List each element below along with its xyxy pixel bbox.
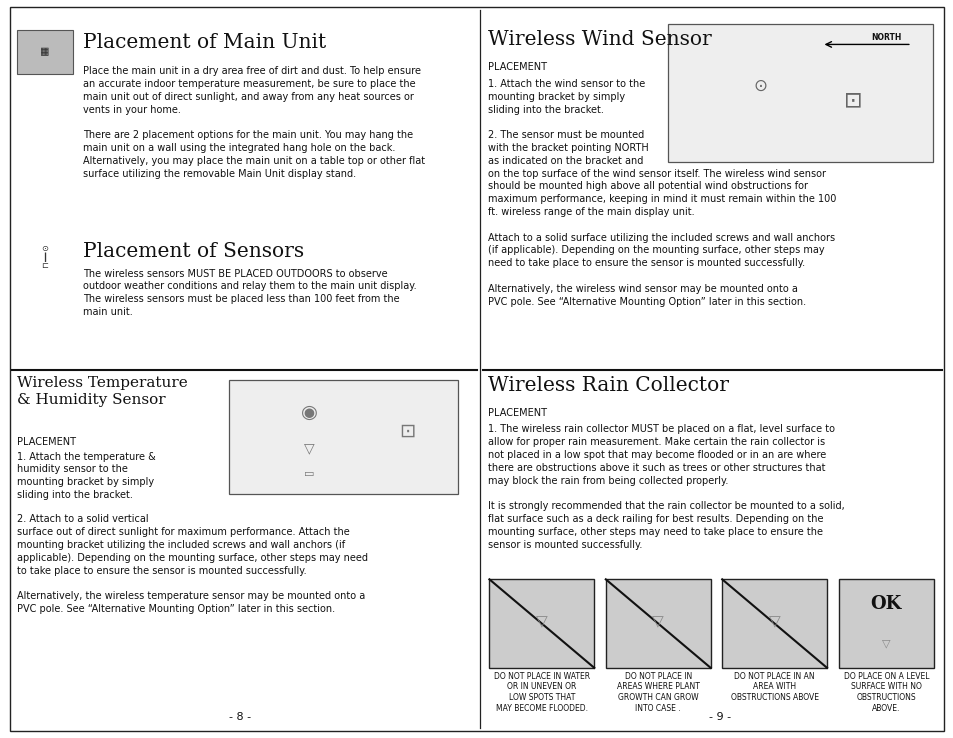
Text: - 9 -: - 9 - bbox=[708, 711, 731, 722]
Bar bbox=[838, 579, 933, 668]
Text: Placement of Main Unit: Placement of Main Unit bbox=[83, 33, 326, 52]
Text: ◉: ◉ bbox=[300, 403, 317, 421]
Text: 1. Attach the temperature &
humidity sensor to the
mounting bracket by simply
sl: 1. Attach the temperature & humidity sen… bbox=[17, 452, 155, 500]
Text: PLACEMENT: PLACEMENT bbox=[17, 437, 76, 447]
Bar bbox=[17, 30, 72, 74]
Text: Place the main unit in a dry area free of dirt and dust. To help ensure
an accur: Place the main unit in a dry area free o… bbox=[83, 66, 425, 179]
Text: Wireless Temperature
& Humidity Sensor: Wireless Temperature & Humidity Sensor bbox=[17, 376, 188, 407]
Bar bbox=[17, 232, 72, 282]
Text: PLACEMENT: PLACEMENT bbox=[488, 62, 547, 72]
Text: 1. The wireless rain collector MUST be placed on a flat, level surface to
allow : 1. The wireless rain collector MUST be p… bbox=[488, 424, 844, 550]
Text: ▽: ▽ bbox=[652, 614, 663, 630]
Text: ▽: ▽ bbox=[882, 638, 889, 648]
Text: 1. Attach the wind sensor to the
mounting bracket by simply
sliding into the bra: 1. Attach the wind sensor to the mountin… bbox=[488, 79, 836, 306]
Text: ⊡: ⊡ bbox=[399, 422, 416, 441]
Text: Wireless Rain Collector: Wireless Rain Collector bbox=[488, 376, 729, 396]
Text: Placement of Sensors: Placement of Sensors bbox=[83, 242, 304, 261]
Text: ▽: ▽ bbox=[536, 614, 547, 630]
Bar bbox=[721, 579, 826, 668]
Text: The wireless sensors MUST BE PLACED OUTDOORS to observe
outdoor weather conditio: The wireless sensors MUST BE PLACED OUTD… bbox=[83, 269, 416, 317]
Text: ⊡: ⊡ bbox=[843, 90, 862, 110]
Bar bbox=[605, 579, 710, 668]
Text: ▦: ▦ bbox=[41, 45, 49, 58]
Text: PLACEMENT: PLACEMENT bbox=[488, 408, 547, 418]
Text: ▭: ▭ bbox=[303, 469, 314, 479]
Bar bbox=[489, 579, 594, 668]
Text: ⊙
┃
⊏: ⊙ ┃ ⊏ bbox=[41, 244, 49, 270]
Text: ▽: ▽ bbox=[768, 614, 780, 630]
Bar bbox=[667, 24, 932, 162]
Text: Wireless Wind Sensor: Wireless Wind Sensor bbox=[488, 30, 712, 49]
Text: DO NOT PLACE IN WATER
OR IN UNEVEN OR
LOW SPOTS THAT
MAY BECOME FLOODED.: DO NOT PLACE IN WATER OR IN UNEVEN OR LO… bbox=[494, 672, 589, 713]
Text: ⊙: ⊙ bbox=[753, 77, 767, 95]
Text: DO NOT PLACE IN AN
AREA WITH
OBSTRUCTIONS ABOVE: DO NOT PLACE IN AN AREA WITH OBSTRUCTION… bbox=[730, 672, 818, 702]
Bar bbox=[229, 380, 457, 494]
Text: NORTH: NORTH bbox=[870, 33, 901, 42]
Text: 2. Attach to a solid vertical
surface out of direct sunlight for maximum perform: 2. Attach to a solid vertical surface ou… bbox=[17, 514, 368, 614]
Text: OK: OK bbox=[870, 595, 901, 613]
Text: ▽: ▽ bbox=[303, 442, 314, 455]
Text: DO NOT PLACE IN
AREAS WHERE PLANT
GROWTH CAN GROW
INTO CASE .: DO NOT PLACE IN AREAS WHERE PLANT GROWTH… bbox=[617, 672, 699, 713]
Text: - 8 -: - 8 - bbox=[229, 711, 252, 722]
Text: DO PLACE ON A LEVEL
SURFACE WITH NO
OBSTRUCTIONS
ABOVE.: DO PLACE ON A LEVEL SURFACE WITH NO OBST… bbox=[842, 672, 928, 713]
